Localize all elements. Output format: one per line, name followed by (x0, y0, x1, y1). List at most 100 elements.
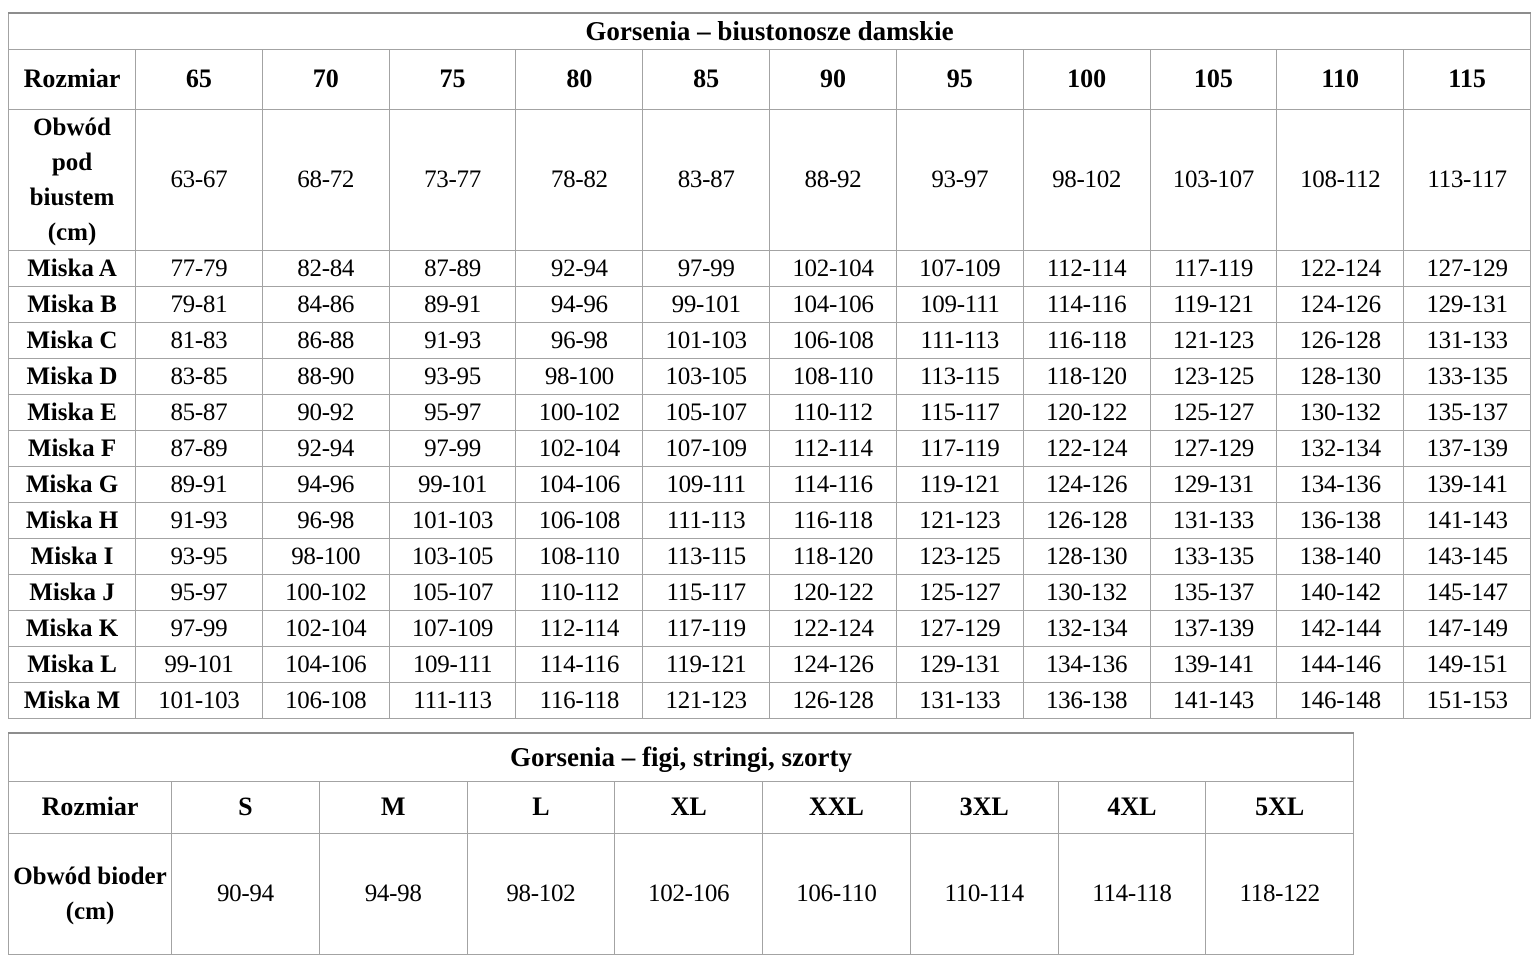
table-cell: 131-133 (1403, 322, 1531, 359)
column-header: L (466, 781, 616, 834)
table-cell: 106-108 (515, 502, 644, 539)
table-cell: 113-115 (642, 538, 771, 575)
column-header: 105 (1149, 49, 1278, 110)
table-row: Miska J 95-97 100-102 105-107 110-112 115-117… (8, 574, 1531, 611)
table-cell: 107-109 (388, 610, 517, 647)
table-cell: 112-114 (1022, 250, 1151, 287)
table-cell: 141-143 (1149, 682, 1278, 719)
table-cell: 106-108 (261, 682, 390, 719)
table-cell: 79-81 (135, 286, 263, 323)
table-cell: 101-103 (642, 322, 771, 359)
table-cell: 147-149 (1403, 610, 1531, 647)
table-row: Obwód pod biustem (cm) 63-67 68-72 73-77 78-… (8, 109, 1531, 251)
table-cell: 111-113 (388, 682, 517, 719)
table-cell: 131-133 (1149, 502, 1278, 539)
table-cell: 146-148 (1276, 682, 1405, 719)
table-cell: 114-116 (769, 466, 897, 503)
table-cell: 98-102 (466, 833, 616, 955)
table-cell: 130-132 (1022, 574, 1151, 611)
table-cell: 99-101 (642, 286, 771, 323)
table-cell: 133-135 (1403, 358, 1531, 395)
table-cell: 113-117 (1403, 109, 1531, 251)
table-cell: 99-101 (388, 466, 517, 503)
table-cell: 145-147 (1403, 574, 1531, 611)
table-row: Miska I 93-95 98-100 103-105 108-110 113-115 1… (8, 538, 1531, 575)
row-header: Miska C (8, 322, 136, 359)
table-cell: 87-89 (388, 250, 517, 287)
table-cell: 136-138 (1276, 502, 1405, 539)
table-cell: 116-118 (769, 502, 897, 539)
table-row: Miska C 81-83 86-88 91-93 96-98 101-103 106-10… (8, 322, 1531, 359)
table-cell: 106-108 (769, 322, 897, 359)
table-cell: 129-131 (1403, 286, 1531, 323)
row-header: Miska D (8, 358, 136, 395)
table-cell: 129-131 (895, 646, 1024, 683)
table-cell: 87-89 (135, 430, 263, 467)
table-row: Miska G 89-91 94-96 99-101 104-106 109-111 114… (8, 466, 1531, 503)
table-cell: 112-114 (515, 610, 644, 647)
table-title: Gorsenia – figi, stringi, szorty (8, 732, 1354, 782)
table-cell: 119-121 (642, 646, 771, 683)
table-cell: 126-128 (1276, 322, 1405, 359)
table-cell: 88-92 (769, 109, 897, 251)
table-cell: 119-121 (1149, 286, 1278, 323)
table-cell: 115-117 (895, 394, 1024, 431)
table-cell: 91-93 (135, 502, 263, 539)
table-cell: 105-107 (642, 394, 771, 431)
table-cell: 95-97 (135, 574, 263, 611)
table-cell: 103-107 (1149, 109, 1278, 251)
row-header: Miska J (8, 574, 136, 611)
bra-size-table: Gorsenia – biustonosze damskie Rozmiar 65 7… (8, 12, 1531, 719)
row-header: Miska G (8, 466, 136, 503)
panties-size-table: Gorsenia – figi, stringi, szorty Rozmiar S… (8, 732, 1354, 955)
table-cell: 98-100 (261, 538, 390, 575)
table-cell: 131-133 (895, 682, 1024, 719)
table-cell: 133-135 (1149, 538, 1278, 575)
table-cell: 110-112 (515, 574, 644, 611)
column-header: XXL (762, 781, 911, 834)
table-cell: 123-125 (1149, 358, 1278, 395)
table-cell: 97-99 (642, 250, 771, 287)
row-header: Miska A (8, 250, 136, 287)
row-header: Miska M (8, 682, 136, 719)
table-cell: 134-136 (1022, 646, 1151, 683)
table-cell: 86-88 (261, 322, 390, 359)
table-cell: 102-104 (261, 610, 390, 647)
table-cell: 121-123 (642, 682, 771, 719)
row-header: Obwód pod biustem (cm) (8, 109, 136, 251)
table-cell: 102-106 (614, 833, 763, 955)
table-cell: 124-126 (1276, 286, 1405, 323)
table-cell: 104-106 (261, 646, 390, 683)
table-cell: 83-87 (642, 109, 771, 251)
table-cell: 143-145 (1403, 538, 1531, 575)
table-cell: 111-113 (895, 322, 1024, 359)
table-cell: 77-79 (135, 250, 263, 287)
table-cell: 135-137 (1403, 394, 1531, 431)
table-cell: 135-137 (1149, 574, 1278, 611)
table-cell: 94-96 (515, 286, 644, 323)
table-cell: 96-98 (515, 322, 644, 359)
column-header: 110 (1276, 49, 1405, 110)
row-header: Miska I (8, 538, 136, 575)
table-cell: 126-128 (769, 682, 897, 719)
table-cell: 134-136 (1276, 466, 1405, 503)
table-cell: 149-151 (1403, 646, 1531, 683)
table-cell: 73-77 (388, 109, 517, 251)
column-header: 85 (642, 49, 771, 110)
column-header: XL (614, 781, 763, 834)
table-cell: 141-143 (1403, 502, 1531, 539)
corner-header-rozmiar: Rozmiar (8, 49, 136, 110)
table-cell: 63-67 (135, 109, 263, 251)
column-header: M (318, 781, 468, 834)
table-row: Miska H 91-93 96-98 101-103 106-108 111-113 11… (8, 502, 1531, 539)
table-cell: 116-118 (515, 682, 644, 719)
table-cell: 125-127 (1149, 394, 1278, 431)
table-cell: 121-123 (895, 502, 1024, 539)
table-cell: 92-94 (515, 250, 644, 287)
table-cell: 94-96 (261, 466, 390, 503)
row-header: Miska B (8, 286, 136, 323)
table-cell: 137-139 (1403, 430, 1531, 467)
table-cell: 114-116 (1022, 286, 1151, 323)
table-cell: 127-129 (1403, 250, 1531, 287)
